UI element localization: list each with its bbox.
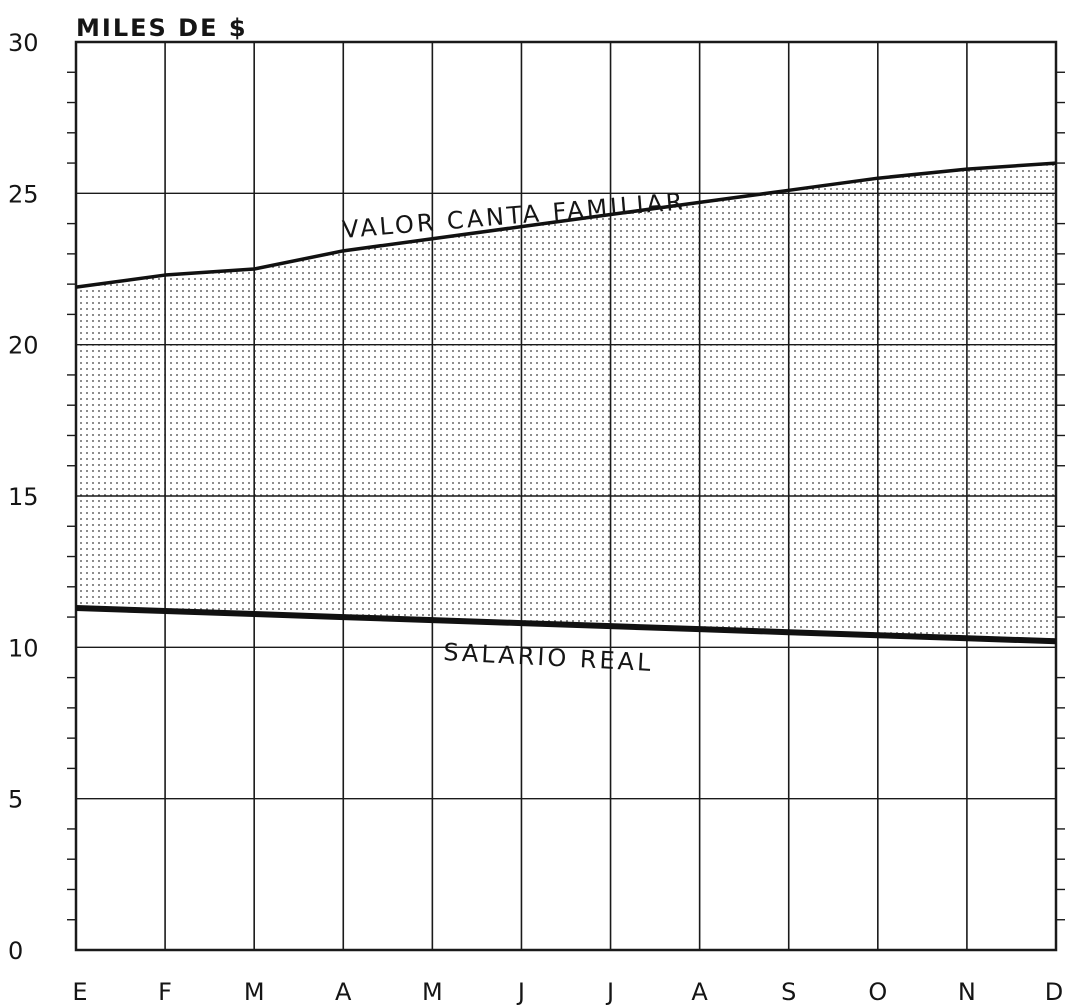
y-tick-label: 20 xyxy=(8,332,39,360)
x-tick-label: M xyxy=(244,978,265,1006)
y-tick-label: 15 xyxy=(8,483,39,511)
x-tick-label: F xyxy=(158,978,172,1006)
x-tick-label: N xyxy=(958,978,976,1006)
x-tick-label: E xyxy=(72,978,87,1006)
y-tick-label: 25 xyxy=(8,180,39,208)
y-axis-label: MILES DE $ xyxy=(76,14,248,42)
band-area xyxy=(76,163,1056,642)
y-tick-label: 30 xyxy=(8,29,39,57)
dotted-band xyxy=(76,163,1056,642)
x-tick-label: J xyxy=(605,978,614,1006)
y-tick-label: 0 xyxy=(8,937,23,965)
x-tick-label: M xyxy=(422,978,443,1006)
series-line-2 xyxy=(75,604,1057,645)
y-tick-label: 5 xyxy=(8,786,23,814)
series-label-2: SALARIO REAL xyxy=(443,638,655,677)
grid xyxy=(67,40,1065,952)
x-tick-label: A xyxy=(691,978,708,1006)
series-line-1 xyxy=(75,161,1057,289)
y-axis-ticks: 0 5 10 15 20 25 30 xyxy=(8,29,39,965)
x-tick-label: J xyxy=(516,978,525,1006)
x-tick-label: S xyxy=(781,978,796,1006)
x-tick-label: O xyxy=(868,978,887,1006)
x-tick-label: D xyxy=(1045,978,1063,1006)
x-tick-label: A xyxy=(335,978,352,1006)
series-lines xyxy=(75,161,1057,645)
y-tick-label: 10 xyxy=(8,634,39,662)
